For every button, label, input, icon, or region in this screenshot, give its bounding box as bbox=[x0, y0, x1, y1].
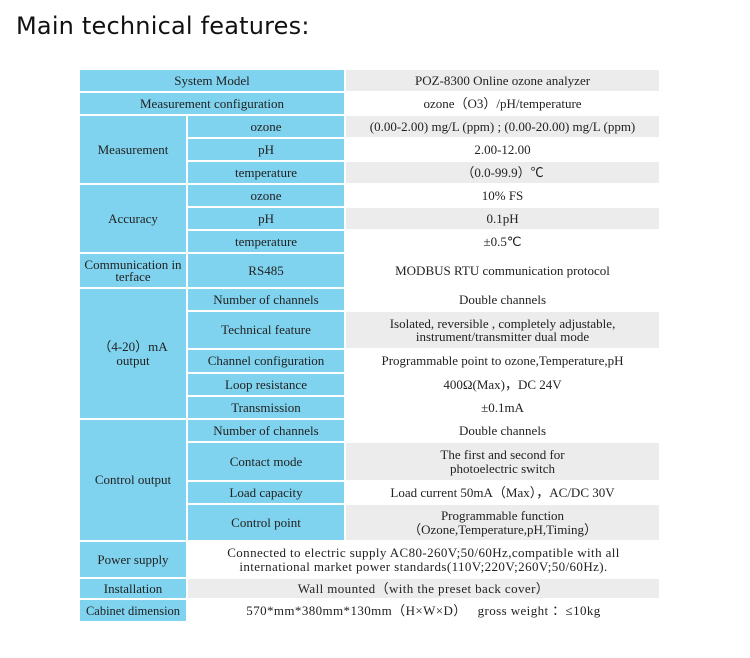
table-row: System Model POZ-8300 Online ozone analy… bbox=[80, 70, 660, 91]
sub-label: temperature bbox=[188, 231, 345, 252]
row-value: Double channels bbox=[346, 289, 660, 310]
group-label: Measurement bbox=[80, 116, 186, 183]
row-value: The first and second for photoelectric s… bbox=[346, 443, 660, 480]
table-row: Cabinet dimension 570*mm*380mm*130mm（H×W… bbox=[80, 600, 660, 621]
row-value: （0.0-99.9）℃ bbox=[346, 162, 660, 183]
row-value: 400Ω(Max)，DC 24V bbox=[346, 374, 660, 395]
table-row: Measurement ozone (0.00-2.00) mg/L (ppm)… bbox=[80, 116, 660, 183]
sub-label: pH bbox=[188, 208, 345, 229]
group-label: Control output bbox=[80, 420, 186, 540]
group-label: Communication interface bbox=[80, 254, 186, 287]
table-row: Contact mode The first and second for ph… bbox=[80, 443, 660, 480]
row-value: ±0.1mA bbox=[346, 397, 660, 418]
group-label: （4-20）mA output bbox=[80, 289, 186, 418]
table-row: Accuracy ozone 10% FS bbox=[80, 185, 660, 252]
row-value: Connected to electric supply AC80-260V;5… bbox=[188, 542, 660, 577]
row-value: Load current 50mA（Max），AC/DC 30V bbox=[346, 482, 660, 503]
sub-label: pH bbox=[188, 139, 345, 160]
row-value: Programmable point to ozone,Temperature,… bbox=[346, 350, 660, 372]
row-value: Wall mounted（with the preset back cover） bbox=[188, 579, 660, 598]
sub-label: Number of channels bbox=[188, 420, 345, 441]
sub-label: ozone bbox=[188, 185, 345, 206]
table-row: Installation Wall mounted（with the prese… bbox=[80, 579, 660, 598]
sub-label: RS485 bbox=[188, 254, 345, 287]
sub-label: Control point bbox=[188, 505, 345, 540]
row-value: ozone（O3）/pH/temperature bbox=[346, 93, 660, 114]
sub-label: Technical feature bbox=[188, 312, 345, 348]
sub-label: Channel configuration bbox=[188, 350, 345, 372]
sub-label: temperature bbox=[188, 162, 345, 183]
row-value: ±0.5℃ bbox=[346, 231, 660, 252]
table-row: Power supply Connected to electric suppl… bbox=[80, 542, 660, 577]
row-value: 0.1pH bbox=[346, 208, 660, 229]
table-row: pH 2.00-12.00 bbox=[80, 139, 660, 160]
row-label: Measurement configuration bbox=[80, 93, 345, 114]
row-label: Installation bbox=[80, 579, 186, 598]
sub-label: Number of channels bbox=[188, 289, 345, 310]
table-row: Transmission ±0.1mA bbox=[80, 397, 660, 418]
row-value: Programmable function （Ozone,Temperature… bbox=[346, 505, 660, 540]
table-row: temperature ±0.5℃ bbox=[80, 231, 660, 252]
sub-label: ozone bbox=[188, 116, 345, 137]
table-row: Loop resistance 400Ω(Max)，DC 24V bbox=[80, 374, 660, 395]
row-value: POZ-8300 Online ozone analyzer bbox=[346, 70, 660, 91]
row-value: 2.00-12.00 bbox=[346, 139, 660, 160]
table-row: Channel configuration Programmable point… bbox=[80, 350, 660, 372]
table-row: Communication interface RS485 MODBUS RTU… bbox=[80, 254, 660, 287]
sub-label: Load capacity bbox=[188, 482, 345, 503]
row-value: MODBUS RTU communication protocol bbox=[346, 254, 660, 287]
table-row: temperature （0.0-99.9）℃ bbox=[80, 162, 660, 183]
table-row: Technical feature Isolated, reversible ,… bbox=[80, 312, 660, 348]
row-value: Isolated, reversible , completely adjust… bbox=[346, 312, 660, 348]
row-label: System Model bbox=[80, 70, 345, 91]
row-value: 570*mm*380mm*130mm（H×W×D） gross weight ：… bbox=[188, 600, 660, 621]
spec-table: System Model POZ-8300 Online ozone analy… bbox=[78, 68, 661, 623]
page-title: Main technical features: bbox=[16, 12, 310, 40]
table-row: Control output Number of channels Double… bbox=[80, 420, 660, 540]
group-label: Accuracy bbox=[80, 185, 186, 252]
row-label: Cabinet dimension bbox=[80, 600, 186, 621]
table-row: pH 0.1pH bbox=[80, 208, 660, 229]
table-row: （4-20）mA output Number of channels Doubl… bbox=[80, 289, 660, 418]
sub-label: Contact mode bbox=[188, 443, 345, 480]
row-value: Double channels bbox=[346, 420, 660, 441]
table-row: Measurement configuration ozone（O3）/pH/t… bbox=[80, 93, 660, 114]
table-row: Control point Programmable function （Ozo… bbox=[80, 505, 660, 540]
row-value: 10% FS bbox=[346, 185, 660, 206]
row-value: (0.00-2.00) mg/L (ppm) ; (0.00-20.00) mg… bbox=[346, 116, 660, 137]
row-label: Power supply bbox=[80, 542, 186, 577]
table-row: Load capacity Load current 50mA（Max），AC/… bbox=[80, 482, 660, 503]
sub-label: Loop resistance bbox=[188, 374, 345, 395]
sub-label: Transmission bbox=[188, 397, 345, 418]
